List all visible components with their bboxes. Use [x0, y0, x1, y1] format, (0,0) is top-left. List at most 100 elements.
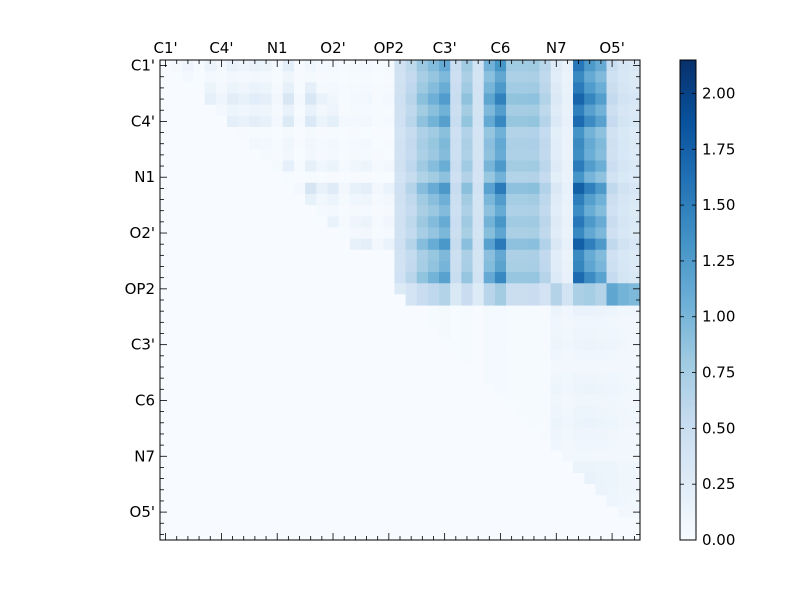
heatmap-cell — [305, 260, 317, 273]
heatmap-cell — [450, 461, 462, 474]
heatmap-cell — [282, 394, 295, 407]
heatmap-cell — [461, 350, 473, 362]
heatmap-cell — [226, 339, 239, 351]
heatmap-cell — [260, 171, 273, 184]
heatmap-cell — [573, 450, 585, 463]
heatmap-cell — [439, 394, 451, 407]
heatmap-cell — [372, 149, 384, 161]
heatmap-cell — [171, 473, 183, 485]
heatmap-cell — [394, 260, 406, 273]
heatmap-cell — [584, 182, 596, 195]
heatmap-cell — [305, 160, 317, 173]
heatmap-cell — [450, 272, 462, 284]
heatmap-cell — [260, 461, 273, 474]
heatmap-cell — [204, 249, 217, 262]
heatmap-cell — [427, 450, 440, 463]
heatmap-cell — [372, 238, 384, 251]
heatmap-cell — [360, 216, 373, 228]
heatmap-cell — [260, 205, 273, 217]
heatmap-cell — [260, 528, 273, 541]
heatmap-cell — [215, 93, 228, 106]
heatmap-cell — [293, 82, 306, 94]
heatmap-cell — [450, 149, 462, 161]
heatmap-cell — [360, 205, 373, 217]
heatmap-cell — [528, 115, 540, 128]
heatmap-cell — [182, 394, 194, 407]
heatmap-cell — [226, 394, 239, 407]
heatmap-cell — [628, 93, 641, 106]
heatmap-cell — [282, 104, 295, 117]
heatmap-cell — [439, 361, 451, 373]
heatmap-cell — [461, 339, 473, 351]
heatmap-cell — [506, 238, 518, 251]
heatmap-cell — [539, 193, 552, 206]
heatmap-cell — [483, 104, 496, 117]
heatmap-cell — [595, 115, 607, 128]
heatmap-cell — [193, 216, 206, 228]
heatmap-cell — [472, 115, 485, 128]
heatmap-cell — [472, 272, 485, 284]
heatmap-cell — [360, 115, 373, 128]
heatmap-cell — [506, 216, 518, 228]
heatmap-cell — [372, 160, 384, 173]
heatmap-cell — [238, 227, 250, 240]
heatmap-cell — [561, 227, 574, 240]
heatmap-cell — [539, 383, 552, 396]
heatmap-cell — [171, 372, 183, 385]
heatmap-cell — [573, 249, 585, 262]
heatmap-cell — [427, 71, 440, 83]
heatmap-cell — [517, 149, 529, 161]
heatmap-cell — [584, 439, 596, 452]
heatmap-cell — [193, 126, 206, 139]
heatmap-cell — [506, 82, 518, 94]
heatmap-cell — [372, 517, 384, 530]
heatmap-cell — [416, 138, 429, 150]
heatmap-cell — [416, 350, 429, 362]
heatmap-cell — [327, 450, 340, 463]
heatmap-cell — [606, 160, 619, 173]
heatmap-cell — [472, 238, 485, 251]
heatmap-cell — [550, 517, 563, 530]
heatmap-cell — [327, 517, 340, 530]
heatmap-cell — [539, 450, 552, 463]
heatmap-cell — [215, 205, 228, 217]
heatmap-cell — [617, 82, 630, 94]
heatmap-cell — [293, 394, 306, 407]
heatmap-cell — [327, 461, 340, 474]
heatmap-cell — [193, 394, 206, 407]
heatmap-cell — [193, 428, 206, 440]
heatmap-cell — [293, 361, 306, 373]
heatmap-cell — [439, 71, 451, 83]
heatmap-cell — [226, 439, 239, 452]
heatmap-cell — [282, 238, 295, 251]
heatmap-cell — [595, 82, 607, 94]
heatmap-cell — [327, 216, 340, 228]
heatmap-cell — [394, 272, 406, 284]
heatmap-cell — [472, 484, 485, 496]
heatmap-cell — [182, 138, 194, 150]
heatmap-cell — [461, 60, 473, 72]
heatmap-cell — [260, 193, 273, 206]
heatmap-cell — [372, 316, 384, 329]
heatmap-cell — [182, 272, 194, 284]
heatmap-cell — [171, 160, 183, 173]
heatmap-cell — [550, 104, 563, 117]
heatmap-cell — [305, 394, 317, 407]
heatmap-cell — [573, 238, 585, 251]
heatmap-cell — [260, 60, 273, 72]
heatmap-cell — [595, 138, 607, 150]
heatmap-cell — [282, 350, 295, 362]
heatmap-cell — [282, 316, 295, 329]
heatmap-cell — [204, 126, 217, 139]
heatmap-cell — [226, 417, 239, 429]
heatmap-cell — [238, 316, 250, 329]
heatmap-cell — [506, 316, 518, 329]
heatmap-cell — [628, 238, 641, 251]
heatmap-cell — [327, 283, 340, 295]
heatmap-cell — [383, 115, 395, 128]
heatmap-cell — [349, 428, 362, 440]
heatmap-cell — [628, 428, 641, 440]
heatmap-cell — [550, 294, 563, 306]
heatmap-cell — [271, 115, 284, 128]
heatmap-cell — [416, 272, 429, 284]
